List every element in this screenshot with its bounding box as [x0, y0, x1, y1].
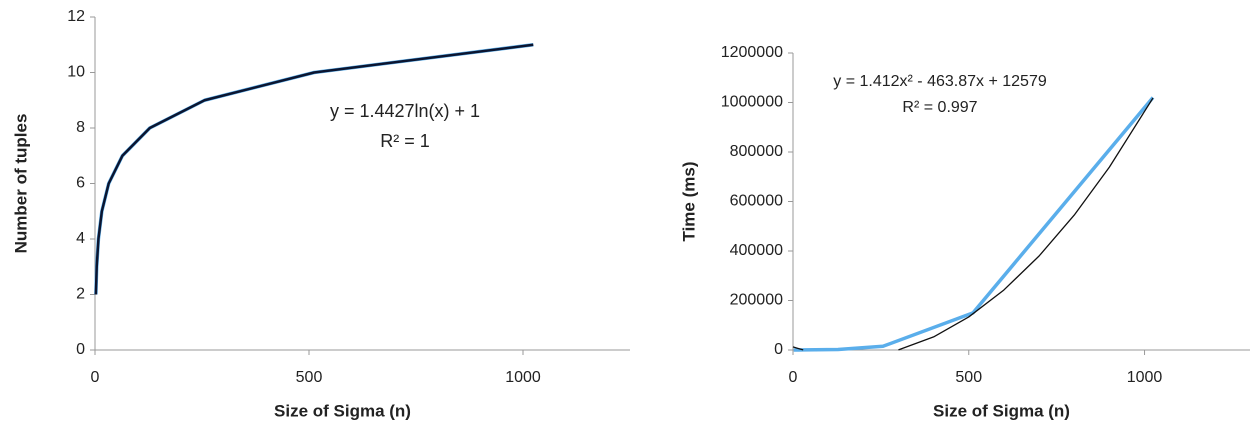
line-series — [94, 43, 534, 295]
x-tick-label: 1000 — [505, 369, 541, 386]
line-series — [792, 96, 1155, 352]
x-tick-label: 500 — [955, 369, 982, 386]
y-tick-label: 400000 — [730, 242, 783, 259]
y-tick-label: 4 — [76, 230, 85, 247]
y-tick-label: 0 — [76, 341, 85, 358]
y-tick-label: 0 — [774, 341, 783, 358]
line-series — [94, 43, 534, 295]
y-tick-label: 600000 — [730, 193, 783, 210]
y-tick-label: 1000000 — [721, 94, 783, 111]
trendline-annotation: R² = 1 — [380, 131, 430, 151]
y-tick-label: 800000 — [730, 143, 783, 160]
y-tick-label: 10 — [67, 64, 85, 81]
trendline-annotation: y = 1.412x² - 463.87x + 12579 — [833, 73, 1047, 90]
trendline-annotation: y = 1.4427ln(x) + 1 — [330, 101, 480, 121]
y-tick-label: 1200000 — [721, 44, 783, 61]
x-tick-label: 0 — [91, 369, 100, 386]
line-series — [792, 97, 1154, 351]
x-tick-label: 1000 — [1127, 369, 1163, 386]
y-axis-title: Number of tuples — [11, 114, 30, 254]
chart: 0 200000 400000 600000 800000 1000000 1200000 0… — [679, 44, 1250, 420]
y-tick-label: 8 — [76, 119, 85, 136]
trendline-annotation: R² = 0.997 — [902, 99, 977, 116]
y-tick-label: 200000 — [730, 292, 783, 309]
y-tick-label: 6 — [76, 175, 85, 192]
y-tick-label: 2 — [76, 286, 85, 303]
x-tick-label: 500 — [296, 369, 323, 386]
x-tick-label: 0 — [789, 369, 798, 386]
x-axis-title: Size of Sigma (n) — [933, 401, 1070, 420]
y-axis-title: Time (ms) — [679, 162, 698, 242]
y-tick-label: 12 — [67, 8, 85, 25]
x-axis-title: Size of Sigma (n) — [274, 401, 411, 420]
chart: 0 2 4 6 8 10 12 0 500 1000 Size of Sigma (n) Number… — [11, 8, 630, 420]
